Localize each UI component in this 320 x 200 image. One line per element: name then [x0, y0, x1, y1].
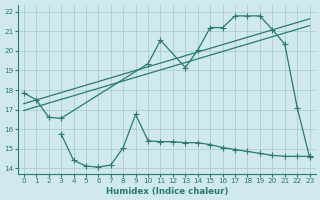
X-axis label: Humidex (Indice chaleur): Humidex (Indice chaleur)	[106, 187, 228, 196]
